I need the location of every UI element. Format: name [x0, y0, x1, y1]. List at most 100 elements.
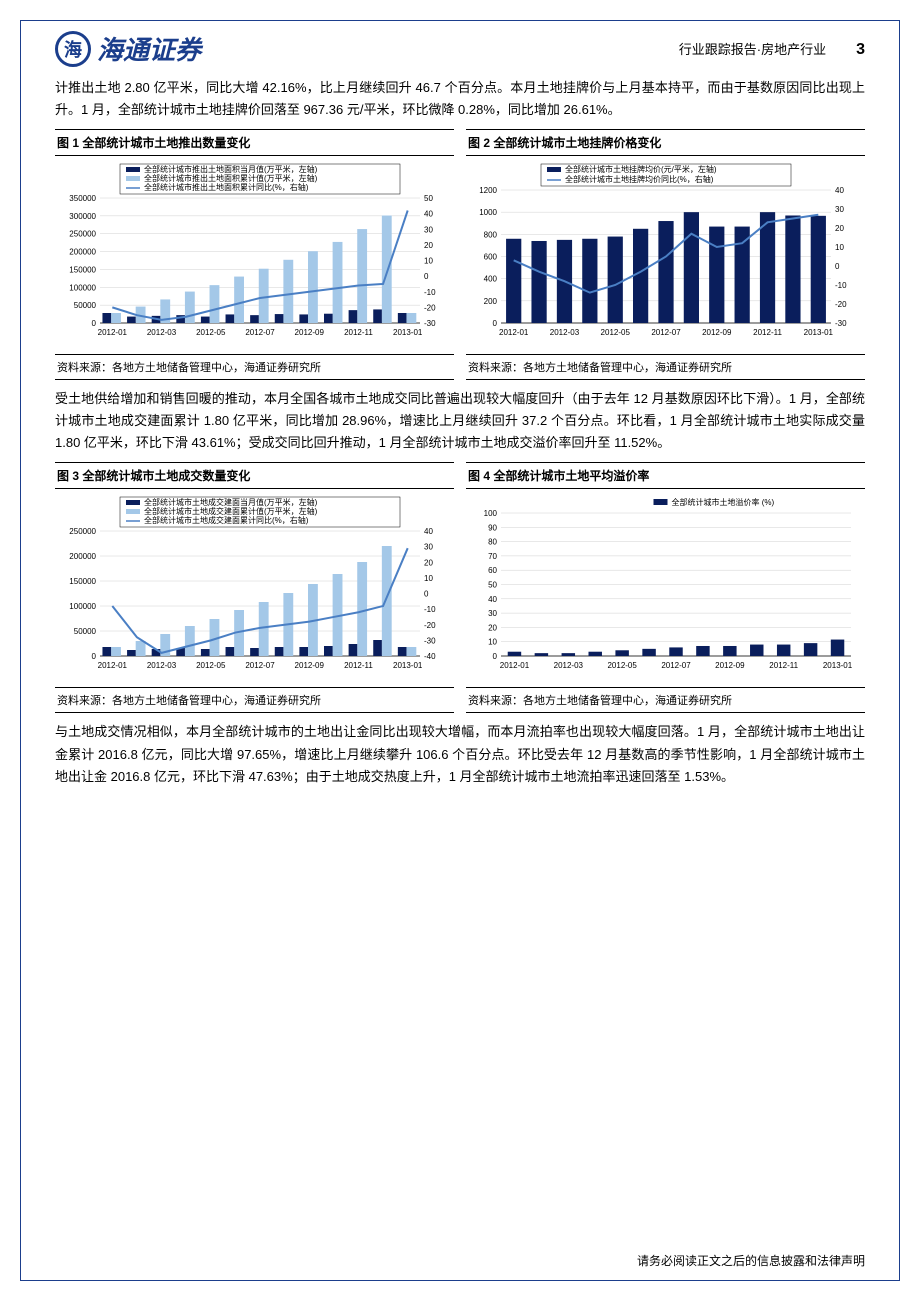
svg-text:0: 0 — [493, 652, 498, 661]
svg-text:-10: -10 — [835, 281, 847, 290]
chart-3: 图 3 全部统计城市土地成交数量变化 全部统计城市土地成交建面当月值(万平米，左… — [55, 462, 454, 713]
chart-2-canvas: 全部统计城市土地挂牌均价(元/平米，左轴)全部统计城市土地挂牌均价同比(%，右轴… — [466, 156, 865, 354]
intro-paragraph: 计推出土地 2.80 亿平米，同比大增 42.16%，比上月继续回升 46.7 … — [50, 77, 870, 121]
svg-text:2012-07: 2012-07 — [661, 661, 691, 670]
footer-disclaimer: 请务必阅读正文之后的信息披露和法律声明 — [637, 1252, 865, 1269]
svg-text:40: 40 — [424, 527, 433, 536]
svg-text:全部统计城市土地成交建面累计同比(%，右轴): 全部统计城市土地成交建面累计同比(%，右轴) — [144, 515, 309, 525]
svg-text:全部统计城市推出土地面积累计值(万平米，左轴): 全部统计城市推出土地面积累计值(万平米，左轴) — [144, 173, 318, 183]
svg-text:50000: 50000 — [74, 627, 97, 636]
chart-4-source: 资料来源：各地方土地储备管理中心，海通证券研究所 — [466, 687, 865, 712]
svg-text:70: 70 — [488, 552, 497, 561]
svg-text:2012-05: 2012-05 — [607, 661, 637, 670]
chart-1-title: 图 1 全部统计城市土地推出数量变化 — [55, 130, 454, 156]
paragraph-2: 受土地供给增加和销售回暖的推动，本月全国各城市土地成交同比普遍出现较大幅度回升（… — [50, 388, 870, 454]
chart-4: 图 4 全部统计城市土地平均溢价率 全部统计城市土地溢价率 (%) 0 10 20 30… — [466, 462, 865, 713]
svg-text:0: 0 — [92, 652, 97, 661]
svg-text:0: 0 — [424, 590, 429, 599]
svg-text:1000: 1000 — [479, 208, 497, 217]
svg-text:全部统计城市推出土地面积累计同比(%，右轴): 全部统计城市推出土地面积累计同比(%，右轴) — [144, 182, 309, 192]
svg-text:350000: 350000 — [69, 194, 96, 203]
svg-text:40: 40 — [424, 210, 433, 219]
svg-text:200: 200 — [484, 297, 498, 306]
svg-text:10: 10 — [835, 243, 844, 252]
svg-text:0: 0 — [493, 319, 498, 328]
svg-text:全部统计城市土地溢价率 (%): 全部统计城市土地溢价率 (%) — [672, 497, 775, 507]
svg-text:2012-07: 2012-07 — [245, 661, 275, 670]
svg-text:2013-01: 2013-01 — [393, 328, 423, 337]
svg-text:2012-01: 2012-01 — [500, 661, 530, 670]
svg-text:-10: -10 — [424, 606, 436, 615]
svg-text:80: 80 — [488, 538, 497, 547]
chart-1-canvas: 全部统计城市推出土地面积当月值(万平米，左轴)全部统计城市推出土地面积累计值(万… — [55, 156, 454, 354]
svg-text:100000: 100000 — [69, 283, 96, 292]
svg-text:20: 20 — [835, 224, 844, 233]
svg-text:全部统计城市土地挂牌均价(元/平米，左轴): 全部统计城市土地挂牌均价(元/平米，左轴) — [565, 164, 717, 174]
svg-text:60: 60 — [488, 567, 497, 576]
svg-text:100000: 100000 — [69, 602, 96, 611]
svg-text:600: 600 — [484, 253, 498, 262]
svg-text:250000: 250000 — [69, 230, 96, 239]
svg-text:2012-03: 2012-03 — [147, 661, 177, 670]
svg-text:-10: -10 — [424, 288, 436, 297]
svg-text:2012-03: 2012-03 — [147, 328, 177, 337]
svg-text:50000: 50000 — [74, 301, 97, 310]
svg-text:20: 20 — [488, 624, 497, 633]
svg-text:30: 30 — [424, 225, 433, 234]
svg-text:-30: -30 — [835, 319, 847, 328]
svg-text:200000: 200000 — [69, 248, 96, 257]
chart-2-source: 资料来源：各地方土地储备管理中心，海通证券研究所 — [466, 354, 865, 379]
svg-text:10: 10 — [488, 638, 497, 647]
svg-text:150000: 150000 — [69, 577, 96, 586]
svg-text:10: 10 — [424, 574, 433, 583]
charts-row-1: 图 1 全部统计城市土地推出数量变化 全部统计城市推出土地面积当月值(万平米，左… — [55, 129, 865, 380]
svg-text:-20: -20 — [424, 621, 436, 630]
svg-text:30: 30 — [488, 610, 497, 619]
svg-text:150000: 150000 — [69, 266, 96, 275]
charts-row-2: 图 3 全部统计城市土地成交数量变化 全部统计城市土地成交建面当月值(万平米，左… — [55, 462, 865, 713]
svg-text:2012-03: 2012-03 — [554, 661, 584, 670]
svg-text:-30: -30 — [424, 637, 436, 646]
svg-text:-30: -30 — [424, 319, 436, 328]
page: 海 海通证券 行业跟踪报告·房地产行业 3 计推出土地 2.80 亿平米，同比大… — [0, 0, 920, 1301]
svg-text:40: 40 — [488, 595, 497, 604]
svg-text:2012-05: 2012-05 — [196, 328, 226, 337]
svg-text:2012-11: 2012-11 — [769, 661, 798, 670]
svg-text:100: 100 — [484, 509, 498, 518]
svg-text:2013-01: 2013-01 — [393, 661, 423, 670]
svg-text:50: 50 — [424, 194, 433, 203]
svg-text:-20: -20 — [424, 304, 436, 313]
svg-text:-40: -40 — [424, 652, 436, 661]
svg-text:250000: 250000 — [69, 527, 96, 536]
svg-text:20: 20 — [424, 559, 433, 568]
svg-text:20: 20 — [424, 241, 433, 250]
svg-text:2012-09: 2012-09 — [715, 661, 745, 670]
chart-2-title: 图 2 全部统计城市土地挂牌价格变化 — [466, 130, 865, 156]
svg-text:30: 30 — [835, 205, 844, 214]
svg-text:90: 90 — [488, 524, 497, 533]
svg-text:-20: -20 — [835, 300, 847, 309]
chart-3-title: 图 3 全部统计城市土地成交数量变化 — [55, 463, 454, 489]
svg-text:2012-09: 2012-09 — [702, 328, 732, 337]
svg-text:2012-05: 2012-05 — [196, 661, 226, 670]
svg-text:2012-09: 2012-09 — [295, 661, 325, 670]
svg-text:2012-03: 2012-03 — [550, 328, 580, 337]
logo: 海 海通证券 — [55, 30, 201, 67]
svg-text:2012-11: 2012-11 — [344, 661, 373, 670]
report-type: 行业跟踪报告·房地产行业 — [679, 39, 826, 58]
svg-text:2012-01: 2012-01 — [98, 328, 128, 337]
svg-text:2012-11: 2012-11 — [753, 328, 782, 337]
svg-text:2012-01: 2012-01 — [98, 661, 128, 670]
svg-text:0: 0 — [835, 262, 840, 271]
chart-3-canvas: 全部统计城市土地成交建面当月值(万平米，左轴)全部统计城市土地成交建面累计值(万… — [55, 489, 454, 687]
svg-text:2013-01: 2013-01 — [823, 661, 853, 670]
svg-text:2012-01: 2012-01 — [499, 328, 529, 337]
chart-1: 图 1 全部统计城市土地推出数量变化 全部统计城市推出土地面积当月值(万平米，左… — [55, 129, 454, 380]
svg-text:全部统计城市土地成交建面当月值(万平米，左轴): 全部统计城市土地成交建面当月值(万平米，左轴) — [144, 497, 318, 507]
svg-text:全部统计城市土地成交建面累计值(万平米，左轴): 全部统计城市土地成交建面累计值(万平米，左轴) — [144, 506, 318, 516]
paragraph-3: 与土地成交情况相似，本月全部统计城市的土地出让金同比出现较大增幅，而本月流拍率也… — [50, 721, 870, 787]
chart-4-canvas: 全部统计城市土地溢价率 (%)0102030405060708090100201… — [466, 489, 865, 687]
svg-text:0: 0 — [92, 319, 97, 328]
svg-text:2012-11: 2012-11 — [344, 328, 373, 337]
chart-4-title: 图 4 全部统计城市土地平均溢价率 — [466, 463, 865, 489]
